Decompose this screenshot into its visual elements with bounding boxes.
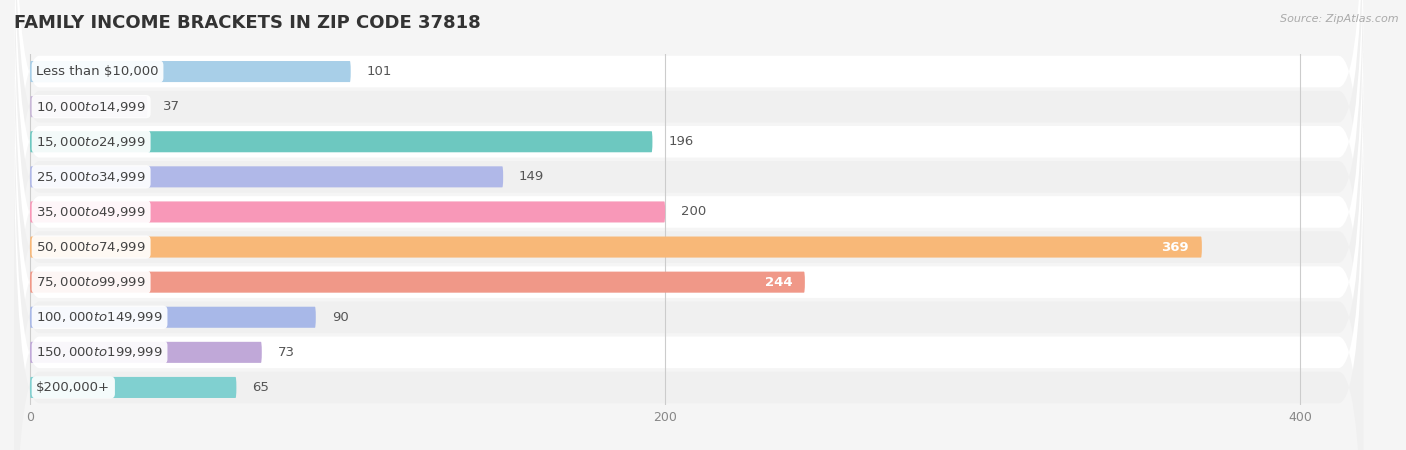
Text: 244: 244 bbox=[765, 276, 792, 288]
FancyBboxPatch shape bbox=[30, 377, 236, 398]
FancyBboxPatch shape bbox=[30, 131, 652, 152]
FancyBboxPatch shape bbox=[30, 96, 148, 117]
Text: $10,000 to $14,999: $10,000 to $14,999 bbox=[37, 99, 146, 114]
Text: $25,000 to $34,999: $25,000 to $34,999 bbox=[37, 170, 146, 184]
FancyBboxPatch shape bbox=[30, 342, 262, 363]
Text: FAMILY INCOME BRACKETS IN ZIP CODE 37818: FAMILY INCOME BRACKETS IN ZIP CODE 37818 bbox=[14, 14, 481, 32]
FancyBboxPatch shape bbox=[30, 202, 665, 222]
FancyBboxPatch shape bbox=[14, 0, 1364, 407]
FancyBboxPatch shape bbox=[14, 52, 1364, 450]
Text: 65: 65 bbox=[252, 381, 269, 394]
Text: $200,000+: $200,000+ bbox=[37, 381, 110, 394]
FancyBboxPatch shape bbox=[30, 307, 316, 328]
Text: 73: 73 bbox=[277, 346, 295, 359]
FancyBboxPatch shape bbox=[14, 0, 1364, 442]
FancyBboxPatch shape bbox=[30, 61, 350, 82]
FancyBboxPatch shape bbox=[14, 0, 1364, 337]
Text: Source: ZipAtlas.com: Source: ZipAtlas.com bbox=[1281, 14, 1399, 23]
Text: 200: 200 bbox=[681, 206, 706, 218]
FancyBboxPatch shape bbox=[14, 0, 1364, 372]
FancyBboxPatch shape bbox=[30, 272, 804, 292]
Text: $50,000 to $74,999: $50,000 to $74,999 bbox=[37, 240, 146, 254]
Text: 369: 369 bbox=[1161, 241, 1189, 253]
Text: $150,000 to $199,999: $150,000 to $199,999 bbox=[37, 345, 163, 360]
Text: 196: 196 bbox=[668, 135, 693, 148]
FancyBboxPatch shape bbox=[14, 87, 1364, 450]
FancyBboxPatch shape bbox=[14, 17, 1364, 450]
Text: Less than $10,000: Less than $10,000 bbox=[37, 65, 159, 78]
FancyBboxPatch shape bbox=[14, 0, 1364, 450]
FancyBboxPatch shape bbox=[14, 122, 1364, 450]
Text: 90: 90 bbox=[332, 311, 349, 324]
Text: $15,000 to $24,999: $15,000 to $24,999 bbox=[37, 135, 146, 149]
Text: 149: 149 bbox=[519, 171, 544, 183]
Text: $35,000 to $49,999: $35,000 to $49,999 bbox=[37, 205, 146, 219]
Text: $100,000 to $149,999: $100,000 to $149,999 bbox=[37, 310, 163, 324]
Text: 101: 101 bbox=[367, 65, 392, 78]
Text: 37: 37 bbox=[163, 100, 180, 113]
Text: $75,000 to $99,999: $75,000 to $99,999 bbox=[37, 275, 146, 289]
FancyBboxPatch shape bbox=[30, 166, 503, 187]
FancyBboxPatch shape bbox=[30, 237, 1202, 257]
FancyBboxPatch shape bbox=[14, 0, 1364, 450]
